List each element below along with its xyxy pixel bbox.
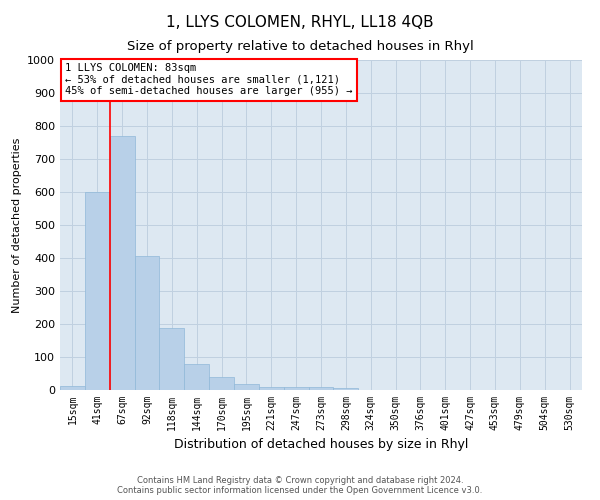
Bar (134, 256, 160, 390)
Bar (60, 386, 85, 390)
X-axis label: Distribution of detached houses by size in Rhyl: Distribution of detached houses by size … (174, 438, 468, 452)
Bar (110, 136, 134, 390)
Bar (184, 364, 209, 390)
Bar (259, 386, 284, 390)
Bar (284, 386, 308, 390)
Text: Contains HM Land Registry data © Crown copyright and database right 2024.
Contai: Contains HM Land Registry data © Crown c… (118, 476, 482, 495)
Y-axis label: Number of detached properties: Number of detached properties (11, 138, 22, 312)
Bar (308, 387, 334, 390)
Bar (85, 192, 110, 390)
Bar (234, 384, 259, 390)
Text: 1 LLYS COLOMEN: 83sqm
← 53% of detached houses are smaller (1,121)
45% of semi-d: 1 LLYS COLOMEN: 83sqm ← 53% of detached … (65, 64, 353, 96)
Bar (209, 378, 234, 390)
Text: 1, LLYS COLOMEN, RHYL, LL18 4QB: 1, LLYS COLOMEN, RHYL, LL18 4QB (166, 15, 434, 30)
Bar (160, 328, 184, 390)
Text: Size of property relative to detached houses in Rhyl: Size of property relative to detached ho… (127, 40, 473, 53)
Bar (334, 388, 358, 390)
